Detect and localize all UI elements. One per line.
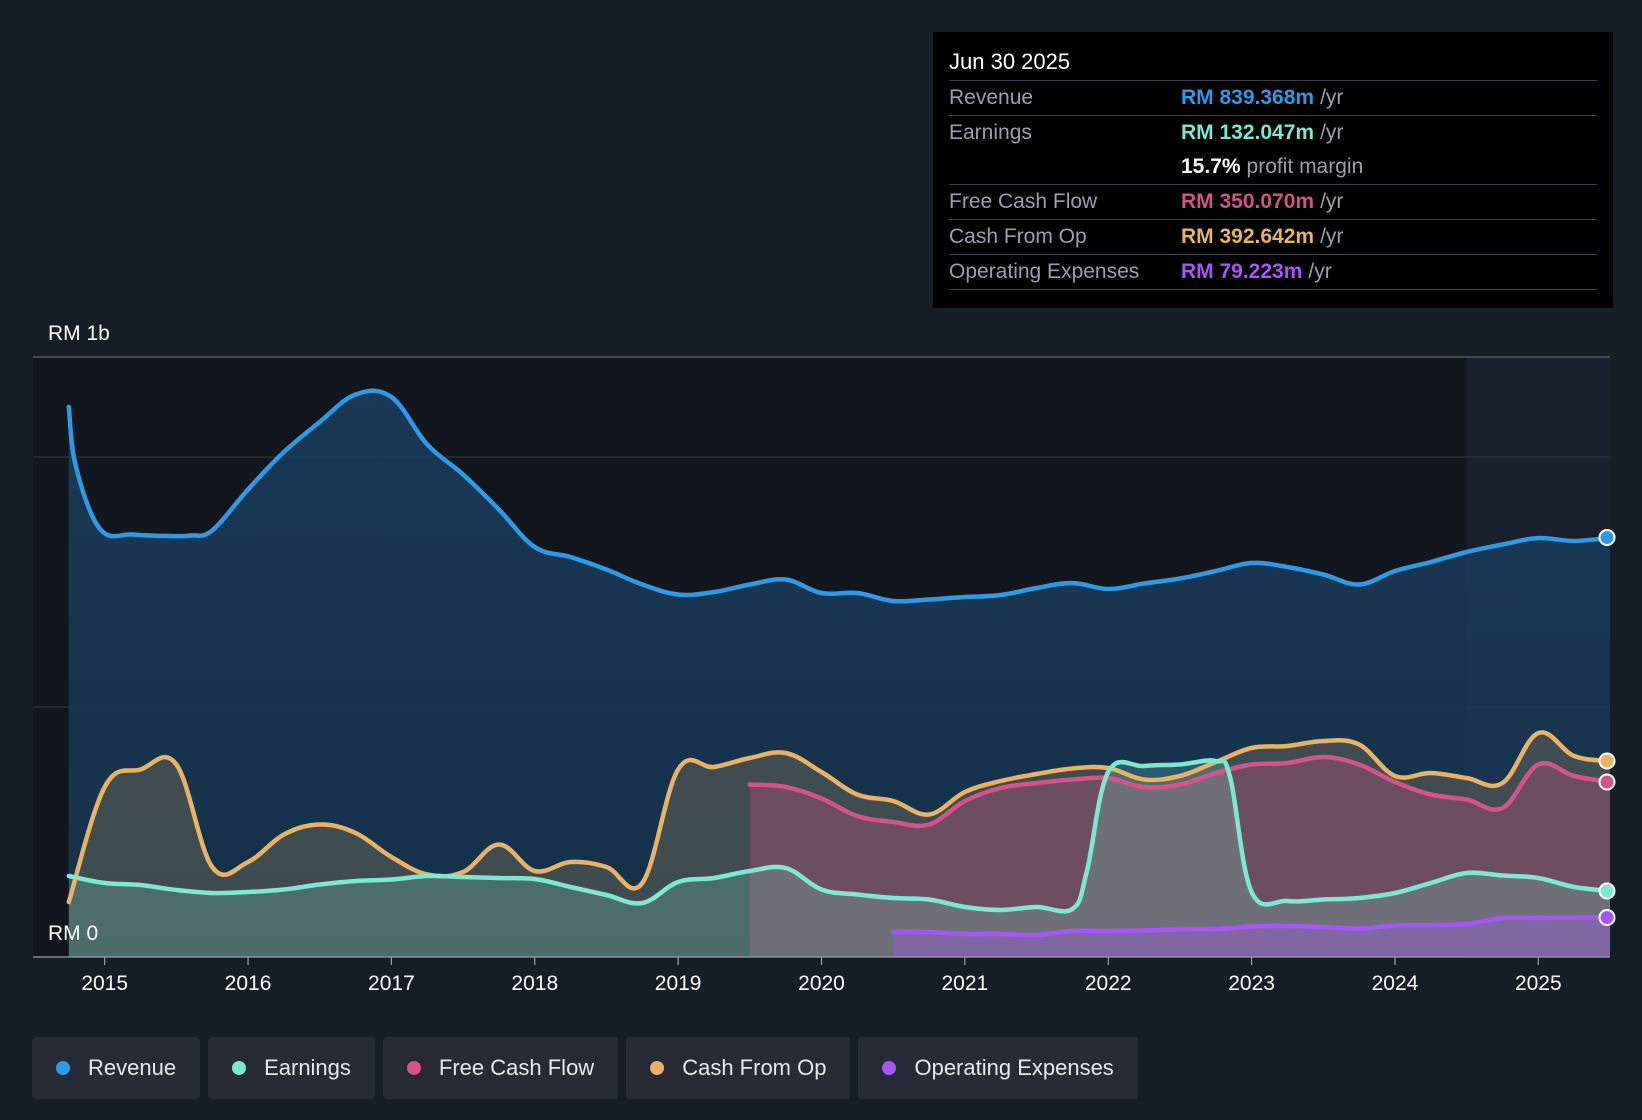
earnings-area: [68, 760, 1610, 957]
legend-label: Earnings: [264, 1055, 351, 1080]
tooltip-unit: /yr: [1320, 190, 1344, 213]
revenue-area: [68, 390, 1610, 957]
tooltip-label: Revenue: [949, 86, 1034, 109]
earnings-line: [66, 758, 1613, 914]
tooltip-label: Free Cash Flow: [949, 190, 1098, 213]
operating-expenses-endpoint-dot[interactable]: [1598, 909, 1616, 926]
tooltip-label: Earnings: [949, 121, 1032, 144]
legend-label: Revenue: [88, 1055, 177, 1080]
tooltip-value: RM 79.223m: [1181, 260, 1303, 283]
operating-expenses-area: [893, 917, 1610, 957]
legend-label: Free Cash Flow: [438, 1055, 595, 1080]
legend: Revenue Earnings Free Cash Flow Cash Fro…: [32, 1037, 1138, 1099]
legend-item-cash-from-op[interactable]: Cash From Op: [626, 1037, 851, 1099]
cash-from-op-line: [66, 730, 1613, 905]
tooltip-value: RM 392.642m: [1181, 225, 1315, 248]
free-cash-flow-line: [747, 754, 1613, 829]
tooltip-unit: /yr: [1320, 121, 1344, 144]
tooltip-row-earnings: Earnings RM 132.047m /yr: [949, 115, 1597, 150]
x-tick-label: 2022: [1085, 972, 1132, 995]
tooltip-label: Cash From Op: [949, 225, 1087, 248]
tooltip-value: RM 839.368m: [1181, 86, 1315, 109]
cash-from-op-endpoint-dot[interactable]: [1598, 752, 1616, 770]
tooltip-panel: Jun 30 2025 Revenue RM 839.368m /yr Earn…: [933, 32, 1613, 308]
legend-dot-icon: [232, 1061, 247, 1075]
cash-from-op-area: [68, 732, 1610, 957]
x-tick-label: 2019: [655, 972, 702, 995]
x-tick-label: 2016: [225, 972, 272, 995]
tooltip-divider: [949, 289, 1597, 290]
tooltip-row-revenue: Revenue RM 839.368m /yr: [949, 80, 1597, 115]
tooltip-date: Jun 30 2025: [949, 49, 1071, 74]
tooltip-row-cfo: Cash From Op RM 392.642m /yr: [949, 219, 1597, 254]
legend-item-revenue[interactable]: Revenue: [32, 1037, 201, 1099]
revenue-line: [66, 388, 1613, 604]
tooltip-row-fcf: Free Cash Flow RM 350.070m /yr: [949, 184, 1597, 219]
revenue-endpoint-dot[interactable]: [1598, 529, 1616, 546]
legend-dot-icon: [406, 1061, 421, 1075]
legend-item-operating-expenses[interactable]: Operating Expenses: [858, 1037, 1138, 1099]
x-tick-label: 2020: [798, 972, 845, 995]
tooltip-unit: /yr: [1320, 86, 1344, 109]
tooltip-row-opex: Operating Expenses RM 79.223m /yr: [949, 254, 1597, 289]
x-tick-label: 2025: [1515, 972, 1562, 995]
tooltip-unit: profit margin: [1246, 155, 1364, 178]
legend-label: Cash From Op: [682, 1055, 827, 1080]
x-tick-label: 2024: [1372, 972, 1419, 995]
x-tick-label: 2021: [942, 972, 989, 995]
free-cash-flow-endpoint-dot[interactable]: [1598, 773, 1616, 791]
legend-dot-icon: [56, 1061, 70, 1075]
x-tick-label: 2023: [1228, 972, 1275, 995]
x-tick-label: 2015: [81, 972, 128, 995]
legend-dot-icon: [882, 1061, 897, 1075]
y-bottom-label: RM 0: [48, 922, 98, 945]
tooltip-value: RM 350.070m: [1181, 190, 1315, 213]
earnings-endpoint-dot[interactable]: [1598, 882, 1616, 900]
legend-item-free-cash-flow[interactable]: Free Cash Flow: [382, 1037, 619, 1099]
tooltip-value: 15.7%: [1181, 155, 1241, 178]
legend-dot-icon: [650, 1061, 665, 1075]
tooltip-unit: /yr: [1320, 225, 1344, 248]
legend-item-earnings[interactable]: Earnings: [208, 1037, 375, 1099]
tooltip-label: Operating Expenses: [949, 260, 1140, 283]
tooltip-value: RM 132.047m: [1181, 121, 1315, 144]
tooltip-unit: /yr: [1308, 260, 1332, 283]
y-top-label: RM 1b: [48, 322, 110, 345]
operating-expenses-line: [890, 915, 1613, 938]
x-tick-label: 2018: [511, 972, 558, 995]
legend-label: Operating Expenses: [914, 1055, 1114, 1080]
x-tick-label: 2017: [368, 972, 415, 995]
tooltip-row-margin: 15.7% profit margin: [949, 150, 1597, 184]
